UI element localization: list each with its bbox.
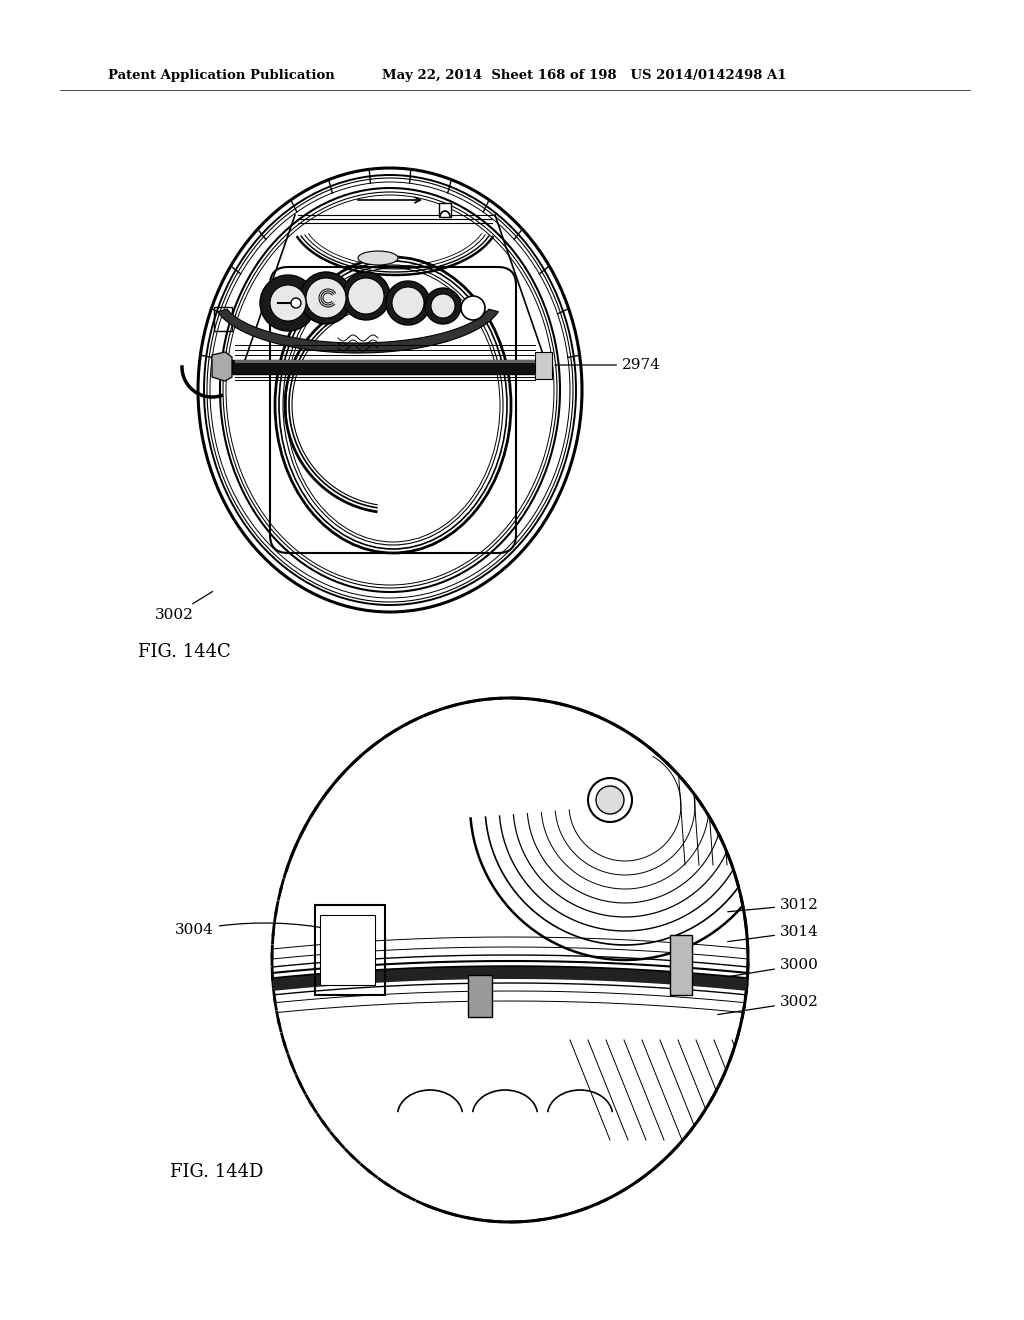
Circle shape <box>260 275 316 331</box>
Circle shape <box>291 300 299 308</box>
Circle shape <box>461 296 485 319</box>
Text: May 22, 2014  Sheet 168 of 198   US 2014/0142498 A1: May 22, 2014 Sheet 168 of 198 US 2014/01… <box>382 69 786 82</box>
Polygon shape <box>270 968 750 991</box>
Circle shape <box>392 286 424 319</box>
Circle shape <box>588 777 632 822</box>
Circle shape <box>270 285 306 321</box>
Text: 3012: 3012 <box>728 898 819 912</box>
Text: 3014: 3014 <box>728 925 819 941</box>
Polygon shape <box>319 915 375 985</box>
Ellipse shape <box>274 700 746 1220</box>
Circle shape <box>306 279 346 318</box>
Text: FIG. 144C: FIG. 144C <box>138 643 230 661</box>
Text: 2974: 2974 <box>555 358 660 372</box>
Circle shape <box>348 279 384 314</box>
Text: 3004: 3004 <box>175 923 332 937</box>
Circle shape <box>291 298 301 308</box>
Polygon shape <box>468 975 492 1016</box>
Text: FIG. 144D: FIG. 144D <box>170 1163 263 1181</box>
Text: 3000: 3000 <box>723 958 819 978</box>
Polygon shape <box>232 360 538 374</box>
Circle shape <box>425 288 461 323</box>
Circle shape <box>386 281 430 325</box>
Circle shape <box>596 785 624 814</box>
Ellipse shape <box>358 251 398 265</box>
Polygon shape <box>212 352 232 381</box>
Text: 3002: 3002 <box>718 995 819 1015</box>
FancyBboxPatch shape <box>439 203 451 216</box>
Polygon shape <box>535 352 552 379</box>
Circle shape <box>431 294 455 318</box>
Circle shape <box>342 272 390 319</box>
Polygon shape <box>670 935 692 995</box>
Circle shape <box>300 272 352 323</box>
Text: Patent Application Publication: Patent Application Publication <box>108 69 335 82</box>
Polygon shape <box>217 309 499 352</box>
Text: 3002: 3002 <box>155 591 213 622</box>
Polygon shape <box>234 360 535 363</box>
